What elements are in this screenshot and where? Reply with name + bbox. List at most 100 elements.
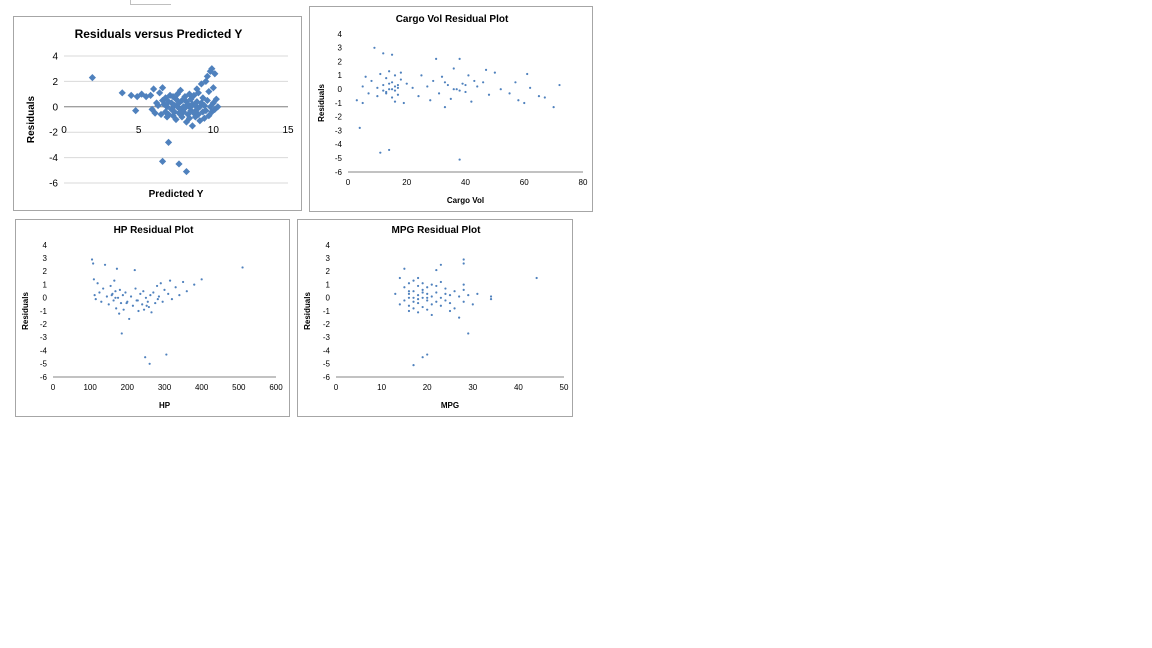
data-point [169,93,177,101]
data-point [426,353,429,356]
x-tick-label: 20 [423,383,432,392]
x-tick-label: 500 [232,383,246,392]
data-point [388,82,391,85]
data-point [137,309,140,313]
data-point [393,89,397,92]
data-point [416,311,420,314]
x-tick-label: 20 [402,178,411,187]
data-point [462,283,465,286]
x-tick-label: 0 [334,383,339,392]
data-point [102,287,105,290]
data-point [355,99,358,102]
data-point [187,103,195,111]
data-point [449,97,452,100]
data-point [163,288,166,291]
data-point [390,81,394,84]
data-point [416,294,420,297]
data-point [396,83,400,87]
chart-mpg-residual-plot[interactable]: MPG Residual Plot -6 -5 -4 -3 -2 -1 0 1 2 3 4 0 10 20 3… [297,219,573,417]
clipped-element-edge [130,0,171,5]
y-tick-label: -2 [323,320,331,329]
y-tick-label: 2 [52,77,58,88]
data-point [435,291,438,294]
y-tick-label: -6 [335,168,343,177]
data-point [376,95,379,98]
data-point [388,70,391,73]
y-axis-label: Residuals [303,292,312,330]
data-point [396,93,400,96]
data-point [508,92,511,95]
data-point [458,295,461,298]
data-point [156,298,159,301]
chart-hp-residual-plot[interactable]: HP Residual Plot -6 -5 -4 -3 -2 -1 0 1 2 3 4 0 100 200… [15,219,290,417]
data-point [412,290,415,293]
data-point [98,291,101,294]
data-point [147,91,155,99]
data-point [376,86,379,89]
y-tick-label: 4 [52,52,58,63]
y-tick-label: -5 [40,360,48,369]
data-point [134,287,137,290]
x-tick-label: 0 [51,383,56,392]
y-tick-label: 2 [338,57,343,66]
data-point [452,88,455,91]
data-point [421,288,424,291]
data-point [403,286,406,289]
data-point [165,353,168,356]
y-tick-label: 4 [43,241,48,250]
x-tick-label: 40 [461,178,470,187]
data-point [421,282,424,285]
data-point [444,287,447,290]
data-point [412,300,415,303]
data-point [426,308,429,311]
data-point [484,68,488,71]
chart-residuals-vs-predicted[interactable]: Residuals versus Predicted Y -6 -4 -2 0 2 4 0 5 1… [13,16,302,211]
x-tick-label: 100 [83,383,97,392]
data-point [241,266,244,269]
data-point [174,286,177,289]
y-tick-label: 2 [43,267,48,276]
data-point [158,157,167,166]
data-point [118,89,126,97]
y-tick-label: 3 [326,254,331,263]
data-point [390,53,394,56]
data-point [202,107,210,115]
data-point [426,85,429,88]
data-point [170,101,179,110]
data-point [439,263,442,266]
y-tick-label: -4 [335,140,343,149]
data-point [429,99,432,102]
data-point [150,311,153,314]
data-point [164,138,173,146]
data-point [476,85,479,88]
data-point [417,95,420,98]
data-point [132,107,140,115]
data-point [125,301,128,305]
data-point [142,290,145,293]
data-point [122,308,125,311]
data-point [107,303,110,306]
data-point [390,96,394,99]
data-point [430,283,433,286]
data-point [523,101,526,105]
chart-cargo-vol-residual-plot[interactable]: Cargo Vol Residual Plot -6 -5 -4 -3 -2 -1 0 1 2 3 4… [309,6,593,212]
x-tick-label: 200 [121,383,135,392]
x-axis-label: MPG [441,401,459,410]
x-tick-label: 30 [468,383,477,392]
data-point [185,290,188,293]
data-point [178,294,181,297]
data-point [110,294,113,297]
data-point [448,309,452,313]
data-point [127,91,135,99]
y-tick-label: -3 [335,126,343,135]
data-point [443,106,447,109]
data-point [154,301,157,305]
y-tick-label: -5 [335,154,343,163]
data-point [167,292,170,295]
data-point [407,290,411,293]
data-point [367,92,370,95]
y-tick-label: -2 [49,128,58,139]
x-tick-label: 10 [208,125,220,136]
data-point [100,300,103,303]
data-point [203,96,211,105]
